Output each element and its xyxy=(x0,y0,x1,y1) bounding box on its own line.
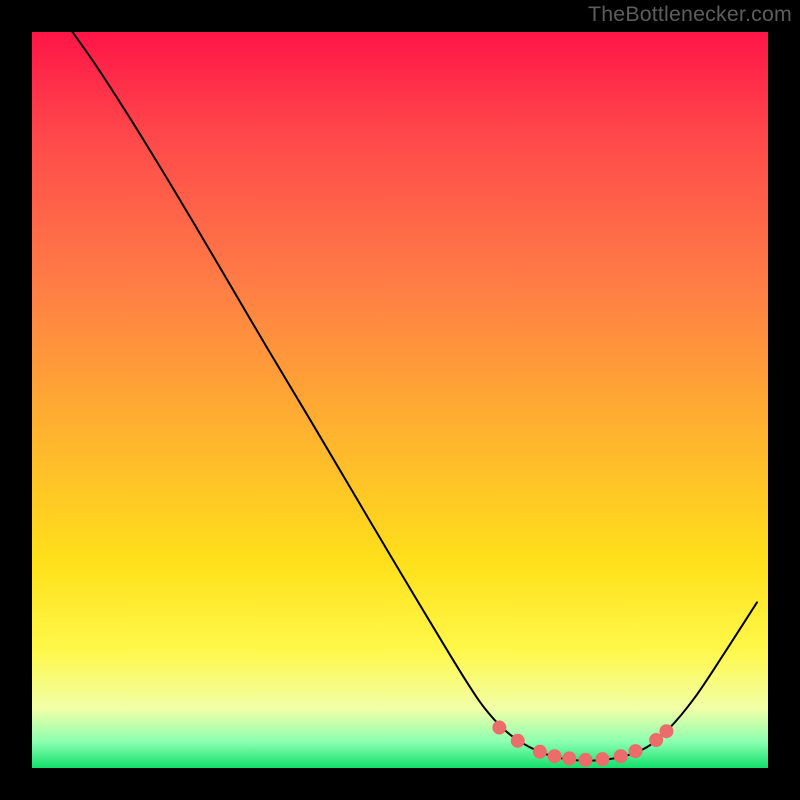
sweet-spot-marker xyxy=(563,752,576,765)
sweet-spot-marker xyxy=(660,725,673,738)
sweet-spot-marker xyxy=(533,745,546,758)
chart-container: TheBottlenecker.com xyxy=(0,0,800,800)
bottleneck-curve-chart xyxy=(0,0,800,800)
sweet-spot-marker xyxy=(548,750,561,763)
sweet-spot-marker xyxy=(650,734,663,747)
sweet-spot-marker xyxy=(596,753,609,766)
sweet-spot-marker xyxy=(629,745,642,758)
sweet-spot-marker xyxy=(511,734,524,747)
attribution-label: TheBottlenecker.com xyxy=(588,2,792,27)
plot-background xyxy=(32,32,768,768)
sweet-spot-marker xyxy=(493,721,506,734)
sweet-spot-marker xyxy=(579,753,592,766)
sweet-spot-marker xyxy=(614,750,627,763)
